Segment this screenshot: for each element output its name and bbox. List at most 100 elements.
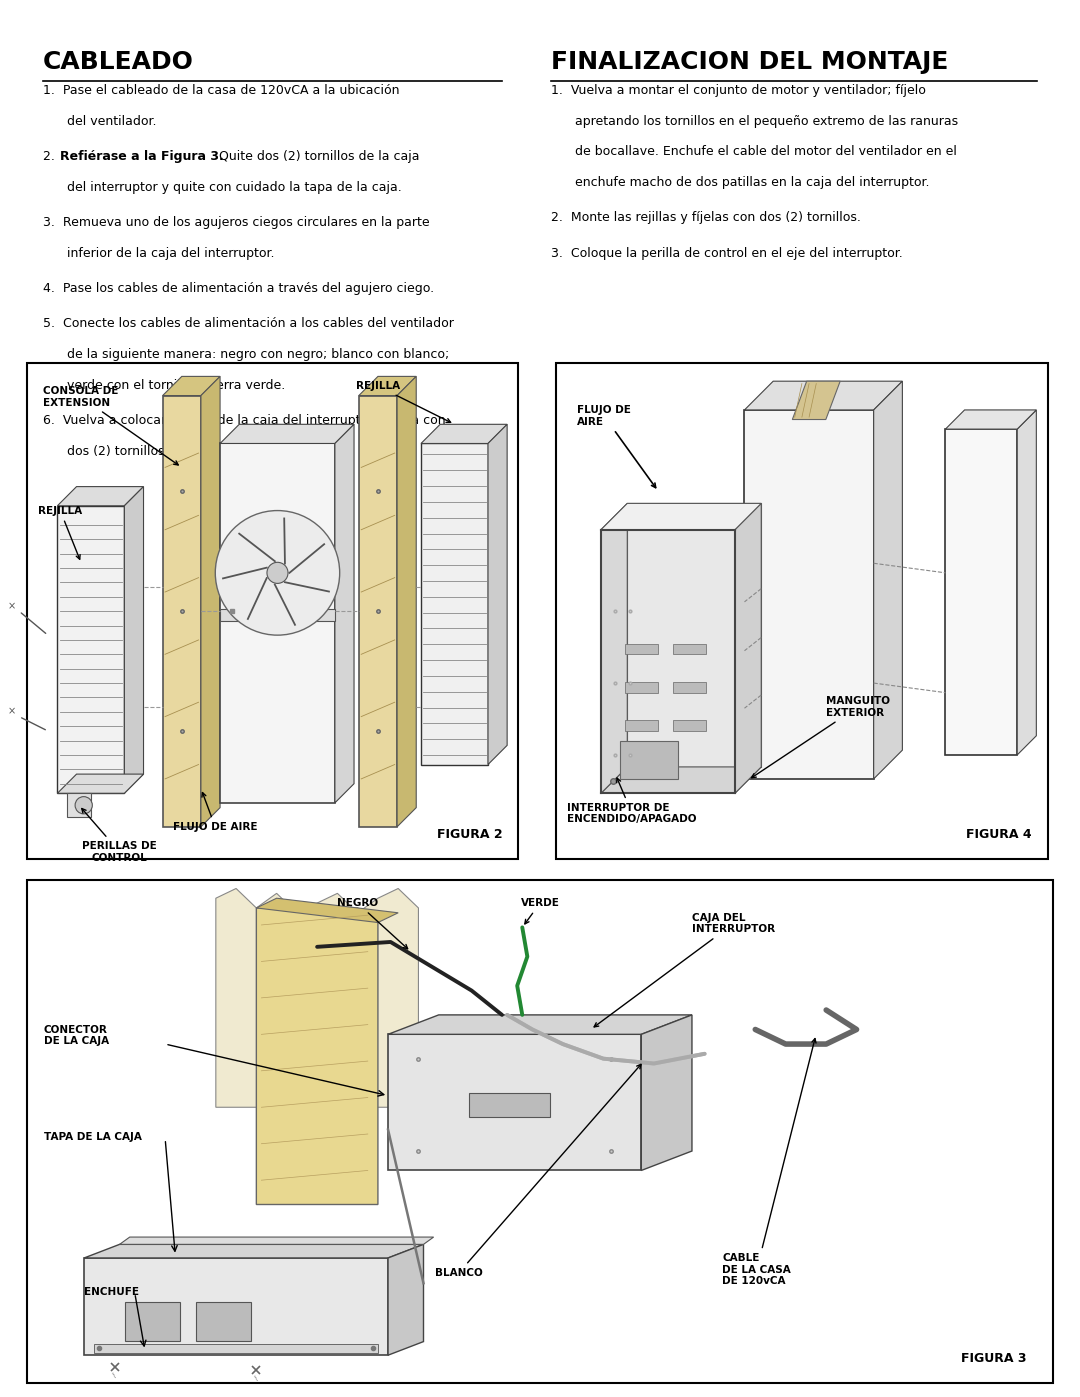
Text: FLUJO DE
AIRE: FLUJO DE AIRE (577, 405, 656, 488)
Polygon shape (57, 486, 144, 506)
Text: CONSOLA DE
EXTENSION: CONSOLA DE EXTENSION (43, 386, 178, 465)
Text: verde con el tornillo a tierra verde.: verde con el tornillo a tierra verde. (67, 379, 285, 393)
Polygon shape (945, 429, 1017, 754)
Bar (27, 363, 518, 859)
Polygon shape (421, 443, 488, 764)
Bar (195, 1302, 252, 1341)
Text: PERILLAS DE
CONTROL: PERILLAS DE CONTROL (82, 809, 157, 863)
Text: CABLE
DE LA CASA
DE 120vCA: CABLE DE LA CASA DE 120vCA (723, 1038, 816, 1287)
Bar (625, 644, 659, 654)
Text: /: / (111, 1372, 118, 1377)
Text: de la siguiente manera: negro con negro; blanco con blanco;: de la siguiente manera: negro con negro;… (67, 348, 449, 362)
Text: CONECTOR
DE LA CAJA: CONECTOR DE LA CAJA (43, 1024, 109, 1046)
Text: ×: × (8, 601, 16, 612)
Polygon shape (220, 443, 335, 803)
Text: FIGURA 2: FIGURA 2 (436, 828, 502, 841)
Bar (220, 609, 335, 620)
Text: inferior de la caja del interruptor.: inferior de la caja del interruptor. (67, 247, 274, 260)
Polygon shape (627, 503, 761, 767)
Polygon shape (744, 381, 903, 409)
Polygon shape (600, 503, 761, 529)
Polygon shape (945, 409, 1037, 429)
Text: FIGURA 3: FIGURA 3 (961, 1352, 1026, 1365)
Polygon shape (734, 503, 761, 793)
Text: Quite dos (2) tornillos de la caja: Quite dos (2) tornillos de la caja (215, 149, 419, 163)
Polygon shape (201, 376, 220, 827)
Polygon shape (120, 1238, 434, 1245)
Text: CABLEADO: CABLEADO (43, 50, 194, 74)
Text: 6.  Vuelva a colocar la tapa de la caja del interruptor y fíjela con: 6. Vuelva a colocar la tapa de la caja d… (43, 415, 446, 427)
Polygon shape (335, 425, 354, 803)
Text: ENCHUFE: ENCHUFE (84, 1287, 139, 1298)
Circle shape (76, 796, 92, 814)
Text: del interruptor y quite con cuidado la tapa de la caja.: del interruptor y quite con cuidado la t… (67, 180, 402, 194)
Text: Refiérase a la Figura 3.: Refiérase a la Figura 3. (60, 149, 225, 163)
Text: REJILLA: REJILLA (38, 506, 82, 559)
Text: 1.  Vuelva a montar el conjunto de motor y ventilador; fíjelo: 1. Vuelva a montar el conjunto de motor … (551, 84, 926, 96)
Text: 3.  Remueva uno de los agujeros ciegos circulares en la parte: 3. Remueva uno de los agujeros ciegos ci… (43, 217, 430, 229)
Polygon shape (124, 486, 144, 793)
Polygon shape (359, 376, 416, 395)
Text: FINALIZACION DEL MONTAJE: FINALIZACION DEL MONTAJE (551, 50, 948, 74)
Polygon shape (84, 1245, 423, 1257)
Text: VERDE: VERDE (521, 898, 559, 923)
Polygon shape (216, 888, 418, 1108)
Polygon shape (421, 425, 508, 443)
Bar (625, 721, 659, 731)
Bar (469, 1092, 550, 1118)
Bar (673, 721, 706, 731)
Text: CAJA DEL
INTERRUPTOR: CAJA DEL INTERRUPTOR (594, 912, 775, 1027)
Circle shape (215, 510, 340, 636)
Polygon shape (388, 1245, 423, 1355)
Text: dos (2) tornillos.: dos (2) tornillos. (67, 446, 168, 458)
Text: 4.  Pase los cables de alimentación a través del agujero ciego.: 4. Pase los cables de alimentación a tra… (43, 282, 434, 295)
Text: 2.  Monte las rejillas y fíjelas con dos (2) tornillos.: 2. Monte las rejillas y fíjelas con dos … (551, 211, 861, 225)
Text: /: / (254, 1375, 259, 1380)
Bar (556, 363, 1048, 859)
Polygon shape (744, 409, 874, 780)
Text: NEGRO: NEGRO (337, 898, 407, 949)
Text: BLANCO: BLANCO (435, 1065, 642, 1278)
Text: de bocallave. Enchufe el cable del motor del ventilador en el: de bocallave. Enchufe el cable del motor… (575, 145, 957, 158)
Polygon shape (874, 381, 903, 780)
Polygon shape (256, 908, 378, 1204)
Bar (124, 1302, 180, 1341)
Polygon shape (163, 376, 220, 395)
Text: MANGUITO
EXTERIOR: MANGUITO EXTERIOR (752, 696, 890, 778)
Circle shape (267, 563, 288, 584)
Polygon shape (359, 395, 397, 827)
Polygon shape (1017, 409, 1037, 754)
Text: REJILLA: REJILLA (356, 381, 450, 422)
Bar (620, 740, 677, 780)
Polygon shape (57, 506, 124, 793)
Bar (67, 793, 91, 817)
Bar (673, 682, 706, 693)
Text: enchufe macho de dos patillas en la caja del interruptor.: enchufe macho de dos patillas en la caja… (575, 176, 929, 189)
Polygon shape (163, 395, 201, 827)
Text: TAPA DE LA CAJA: TAPA DE LA CAJA (43, 1132, 141, 1141)
Text: 2.: 2. (43, 149, 59, 163)
Polygon shape (84, 1257, 388, 1355)
Bar (673, 644, 706, 654)
Text: INTERRUPTOR DE
ENCENDIDO/APAGADO: INTERRUPTOR DE ENCENDIDO/APAGADO (567, 778, 697, 824)
Text: FLUJO DE AIRE: FLUJO DE AIRE (173, 792, 257, 833)
Polygon shape (600, 503, 627, 793)
Polygon shape (793, 381, 840, 419)
Text: del ventilador.: del ventilador. (67, 115, 157, 127)
Text: 3.  Coloque la perilla de control en el eje del interruptor.: 3. Coloque la perilla de control en el e… (551, 247, 903, 260)
Polygon shape (397, 376, 416, 827)
Bar (27, 880, 1053, 1383)
Text: ×: × (8, 707, 16, 717)
Bar (94, 1344, 378, 1352)
Polygon shape (220, 425, 354, 443)
Text: 1.  Pase el cableado de la casa de 120vCA a la ubicación: 1. Pase el cableado de la casa de 120vCA… (43, 84, 400, 96)
Bar (625, 682, 659, 693)
Polygon shape (600, 767, 761, 793)
Polygon shape (388, 1034, 642, 1171)
Polygon shape (488, 425, 508, 764)
Polygon shape (642, 1014, 692, 1171)
Text: apretando los tornillos en el pequeño extremo de las ranuras: apretando los tornillos en el pequeño ex… (575, 115, 958, 127)
Polygon shape (388, 1014, 692, 1034)
Text: 5.  Conecte los cables de alimentación a los cables del ventilador: 5. Conecte los cables de alimentación a … (43, 317, 454, 331)
Polygon shape (256, 898, 399, 922)
